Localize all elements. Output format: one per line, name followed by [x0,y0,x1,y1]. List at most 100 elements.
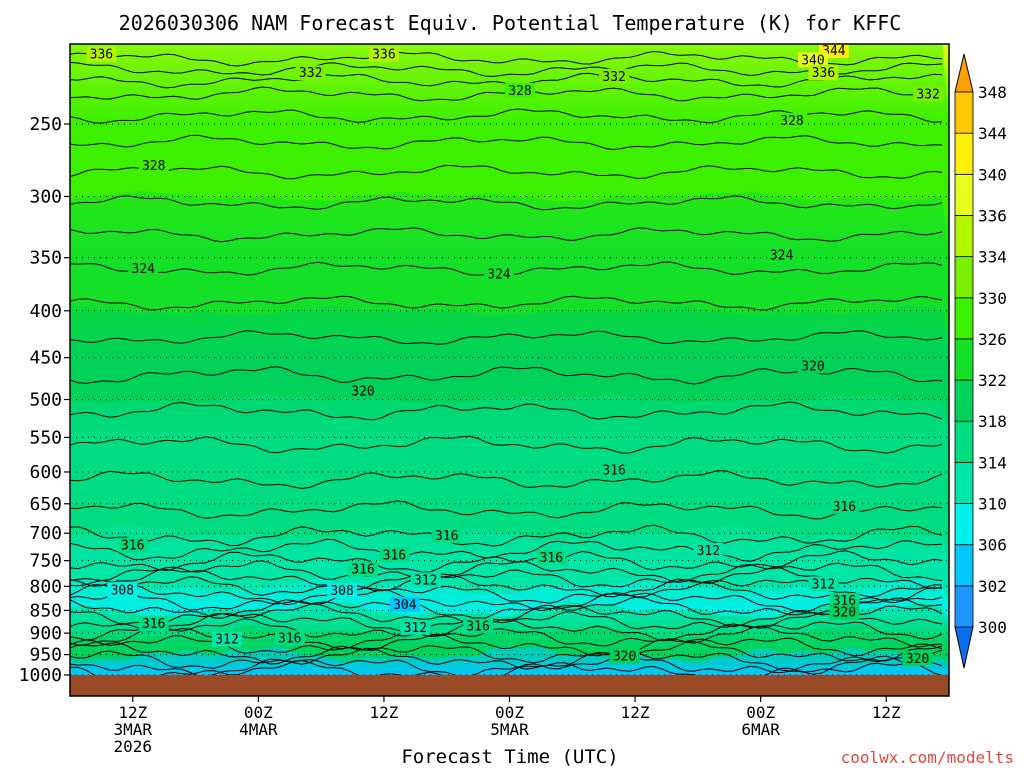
contour-label-bg [400,619,431,635]
colorbar-label: 336 [978,206,1007,225]
contour-label-group: 316 [274,630,305,646]
contour-label-group: 340 [797,52,828,68]
colorbar-label: 344 [978,124,1007,143]
x-tick-label: 12Z [621,703,650,722]
contour-line [70,164,943,180]
contour-label-group: 308 [327,583,358,599]
colorbar-segment [954,503,974,546]
colorbar: 300 302 306 310 314 318 322 326 330 334 336 340 344 3… [954,53,1007,669]
contour-label: 332 [299,66,322,81]
contour-line [70,366,943,385]
theta-e-band [70,646,949,675]
contour-label-group: 316 [829,498,860,515]
contour-label-bg [797,52,828,68]
contour-label-bg [410,572,441,588]
contour-line [70,195,943,211]
theta-e-band [70,190,949,258]
contour-label-group: 328 [138,158,169,174]
contour-label: 316 [351,563,374,578]
contour-label-group: 328 [504,82,535,99]
contour-label-group: 312 [808,576,839,592]
contour-label-group: 316 [431,528,462,544]
contour-line [70,596,943,620]
contour-label-group: 336 [368,46,399,63]
contour-label-group: 316 [463,618,494,634]
theta-e-band [70,118,949,197]
contour-label: 312 [812,577,835,592]
y-tick-label: 400 [29,301,62,322]
colorbar-segment [954,338,974,381]
contour-label: 316 [466,619,489,634]
colorbar-segment [954,297,974,340]
x-tick-label: 4MAR [239,720,278,739]
contour-line [70,550,943,573]
contour-label-group: 312 [410,572,441,588]
contour-label-group: 316 [138,616,169,632]
contour-label: 304 [393,598,417,613]
contour-label-bg [808,576,839,592]
contour-label-bg [107,582,138,598]
contour-label: 316 [278,631,301,646]
y-tick-label: 550 [29,427,62,448]
x-tick-label: 6MAR [741,720,780,739]
contour-label: 316 [142,617,165,632]
contour-label-group: 316 [117,537,148,554]
y-tick-label: 900 [29,623,62,644]
colorbar-label: 306 [978,536,1007,555]
colorbar-top-arrow [954,53,974,93]
colorbar-label: 302 [978,577,1007,596]
contour-label-bg [138,616,169,632]
contour-label-group: 336 [86,46,117,63]
contour-label-bg [693,543,724,559]
contour-label: 324 [487,267,511,282]
contour-label-group: 328 [777,112,808,129]
contour-label: 320 [351,384,374,399]
contour-label-bg [431,528,462,544]
x-tick-label: 12Z [369,703,398,722]
contour-label: 316 [602,464,625,479]
colorbar-bottom-arrow [954,626,974,669]
y-tick-label: 850 [29,600,62,621]
contour-label: 316 [435,529,458,544]
contour-line [70,470,943,490]
contour-label-group: 320 [348,383,378,399]
x-tick-label: 2026 [114,737,153,756]
colorbar-label: 310 [978,495,1007,514]
contour-line [70,610,943,634]
contour-line [70,566,943,591]
contour-line [70,524,943,547]
colorbar-segment [954,544,974,587]
theta-e-band [70,305,949,358]
x-tick-label: 00Z [746,703,775,722]
y-tick-label: 1000 [19,665,62,686]
contour-label-group: 324 [128,260,159,277]
contour-label-group: 332 [913,86,944,102]
contour-label: 336 [372,48,395,63]
contour-label-bg [211,631,242,647]
contour-label-bg [797,358,828,374]
contour-label-bg [599,68,630,84]
x-tick-label: 00Z [495,703,524,722]
colorbar-label: 314 [978,453,1007,472]
theta-e-band [70,524,949,561]
contour-label: 328 [142,159,165,174]
chart-title: 2026030306 NAM Forecast Equiv. Potential… [119,11,902,35]
contour-line [70,134,943,151]
contour-label-group: 316 [599,462,630,479]
contour-label: 332 [916,87,939,102]
contour-label: 336 [812,66,835,81]
contour-line [70,581,943,606]
contour-label: 316 [383,548,406,563]
contour-label-bg [777,112,808,128]
contour-label: 316 [833,500,856,515]
contour-label-group: 316 [379,547,410,563]
contour-line [70,330,943,345]
contour-label: 316 [540,551,563,566]
contour-label-group: 344 [818,44,849,59]
contour-label-bg [379,547,410,563]
y-tick-label: 300 [29,186,62,207]
contour-label-bg [138,158,169,174]
y-tick-label: 600 [29,462,62,483]
